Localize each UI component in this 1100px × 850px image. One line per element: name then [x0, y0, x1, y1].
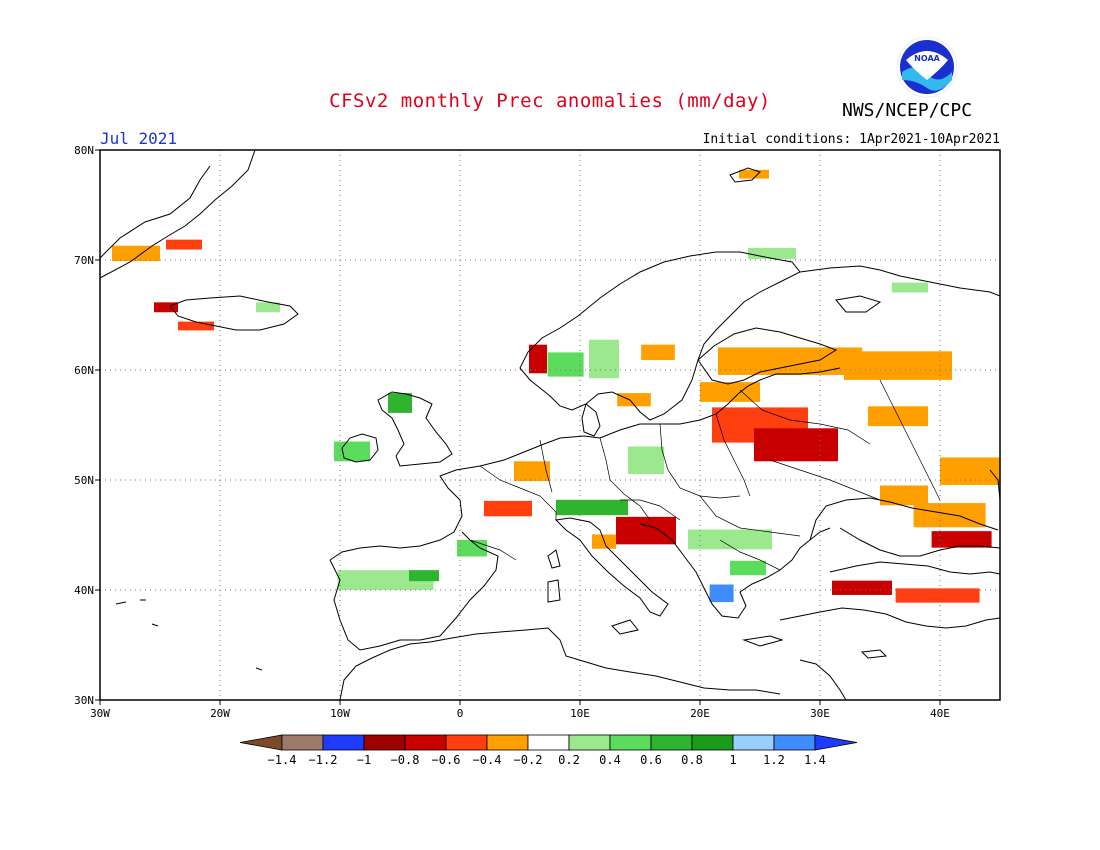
gridlines — [100, 150, 1000, 700]
colorbar-label: −1.2 — [309, 753, 338, 767]
anomaly-patch — [514, 461, 550, 482]
anomaly-patch — [709, 584, 734, 603]
colorbar-label: −0.8 — [391, 753, 420, 767]
anomaly-patch — [409, 570, 439, 582]
anomaly-patch — [178, 321, 214, 331]
anomaly-patch — [844, 351, 952, 380]
lon-tick-label: 40E — [930, 707, 950, 720]
colorbar-swatch — [568, 734, 611, 751]
colorbar-label: 1 — [729, 753, 736, 767]
colorbar-label: −0.2 — [514, 753, 543, 767]
anomaly-patch — [892, 282, 928, 293]
anomaly-patch — [718, 347, 862, 375]
anomaly-patch — [931, 531, 992, 548]
colorbar-label: 1.2 — [763, 753, 785, 767]
lon-tick-label: 0 — [457, 707, 464, 720]
anomaly-patch — [388, 393, 412, 413]
colorbar-swatch — [527, 734, 570, 751]
colorbar-label: 0.4 — [599, 753, 621, 767]
colorbar-swatch — [773, 734, 816, 751]
colorbar-swatch — [322, 734, 365, 751]
anomaly-layer — [112, 169, 1000, 603]
colorbar-label: −1.4 — [268, 753, 297, 767]
lat-tick-label: 80N — [74, 144, 94, 157]
anomaly-patch — [880, 485, 928, 506]
colorbar-swatch — [609, 734, 652, 751]
coastlines — [100, 150, 1000, 700]
anomaly-patch — [913, 503, 986, 528]
colorbar-label: 0.6 — [640, 753, 662, 767]
anomaly-patch — [832, 580, 892, 595]
colorbar-swatch — [650, 734, 693, 751]
anomaly-patch — [895, 588, 980, 603]
colorbar-label: 1.4 — [804, 753, 826, 767]
map-frame — [99, 149, 1001, 701]
forecast-month: Jul 2021 — [100, 129, 178, 148]
noaa-logo-text: NOAA — [914, 54, 940, 63]
org-label: NWS/NCEP/CPC — [842, 100, 973, 121]
anomaly-patch — [730, 560, 766, 576]
anomaly-patch — [154, 302, 178, 313]
colorbar-swatch — [404, 734, 447, 751]
lon-tick-label: 30E — [810, 707, 830, 720]
anomaly-patch — [700, 382, 760, 402]
anomaly-patch — [628, 446, 664, 474]
colorbar-end-low — [239, 734, 283, 751]
lon-tick-label: 20E — [690, 707, 710, 720]
anomaly-patch — [739, 169, 769, 179]
lon-tick-label: 30W — [90, 707, 110, 720]
colorbar-swatch — [445, 734, 488, 751]
country-borders — [469, 379, 941, 571]
lat-tick-label: 30N — [74, 694, 94, 707]
colorbar-end-high — [814, 734, 858, 751]
colorbar-swatch — [281, 734, 324, 751]
anomaly-patch — [556, 499, 628, 516]
lon-tick-label: 10W — [330, 707, 350, 720]
anomaly-patch — [617, 393, 651, 407]
anomaly-patch — [457, 539, 487, 557]
colorbar-swatch — [486, 734, 529, 751]
anomaly-patch — [256, 302, 280, 313]
anomaly-patch — [688, 529, 772, 550]
lat-tick-label: 40N — [74, 584, 94, 597]
colorbar-swatch — [691, 734, 734, 751]
colorbar-label: −0.6 — [432, 753, 461, 767]
colorbar-label: 0.8 — [681, 753, 703, 767]
anomaly-patch — [166, 239, 202, 250]
anomaly-patch — [547, 352, 584, 377]
lon-tick-label: 20W — [210, 707, 230, 720]
anomaly-patch — [616, 516, 676, 545]
anomaly-patch — [754, 428, 838, 462]
colorbar-label: 0.2 — [558, 753, 580, 767]
anomaly-patch — [112, 245, 160, 262]
colorbar-label: −0.4 — [473, 753, 502, 767]
lat-tick-label: 70N — [74, 254, 94, 267]
colorbar: −1.4 −1.2 −1 −0.8 −0.6 −0.4 −0.2 0.2 0.4 0.6 0.8 1 1… — [239, 734, 858, 767]
colorbar-swatch — [363, 734, 406, 751]
axis-ticks: 30W 20W 10W 0 10E 20E 30E 40E 30N 40N 50N 60N 70N 80N — [74, 144, 950, 720]
anomaly-patch — [334, 441, 370, 462]
colorbar-swatch — [732, 734, 775, 751]
anomaly-patch — [589, 339, 619, 379]
initial-conditions: Initial conditions: 1Apr2021-10Apr2021 — [702, 132, 1000, 147]
map-title: CFSv2 monthly Prec anomalies (mm/day) — [329, 90, 771, 112]
lat-tick-label: 60N — [74, 364, 94, 377]
lon-tick-label: 10E — [570, 707, 590, 720]
noaa-logo-icon: NOAA — [896, 36, 958, 102]
lat-tick-label: 50N — [74, 474, 94, 487]
colorbar-label: −1 — [357, 753, 371, 767]
anomaly-patch — [484, 500, 532, 517]
anomaly-patch — [641, 344, 675, 361]
anomaly-patch — [748, 247, 796, 259]
anomaly-patch — [529, 344, 547, 374]
